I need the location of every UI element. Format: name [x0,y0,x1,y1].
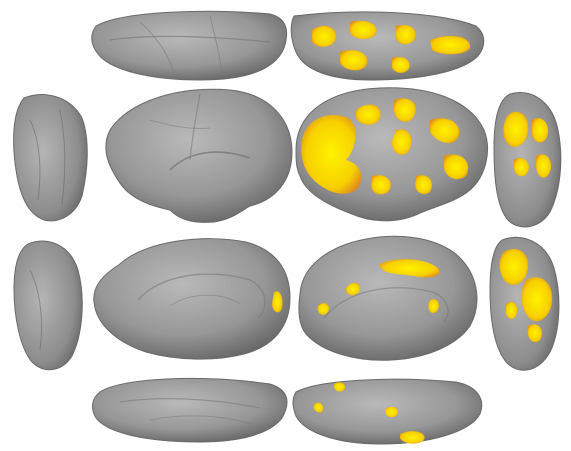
right-dorsal-view [290,11,485,81]
activation-blob [380,259,440,278]
activation-blob [514,157,529,177]
activation-blob [505,301,518,319]
activation-blob [415,175,433,195]
activation-blob [333,382,346,392]
right-medial-view [298,235,478,361]
left-dorsal-view [91,10,288,81]
activation-blob [443,154,469,180]
activation-blob [400,431,425,444]
activation-blob [503,111,529,147]
activation-blob [312,25,337,47]
activation-blob [356,104,381,125]
activation-blob [394,98,416,122]
right-posterior-view [489,236,560,371]
activation-blob [313,402,324,413]
activation-blob [430,118,460,144]
left-medial-view [93,238,291,360]
activation-blob [350,20,377,40]
left-lateral-view [105,88,293,223]
activation-blob [395,24,416,45]
activation-blob [346,282,361,296]
right-lateral-view [295,87,488,222]
right-ventral-view [292,378,483,445]
activation-blob [371,175,391,195]
activation-blob [340,49,368,71]
activation-blob [391,129,412,155]
left-anterior-view [13,94,88,222]
activation-blob [430,35,471,55]
activation-blob [532,117,549,143]
activation-blob [527,324,543,343]
activation-blob [391,56,410,73]
activation-blob [384,406,399,418]
activation-blob [317,303,330,315]
activation-blob [536,154,552,178]
activation-blob [301,114,362,194]
left-posterior-view [13,240,83,371]
activation-blob [499,248,529,285]
activation-blob [272,291,283,313]
left-ventral-view [92,377,288,443]
activation-blob [428,299,439,314]
activation-blob [521,277,553,322]
right-anterior-view [493,92,562,228]
